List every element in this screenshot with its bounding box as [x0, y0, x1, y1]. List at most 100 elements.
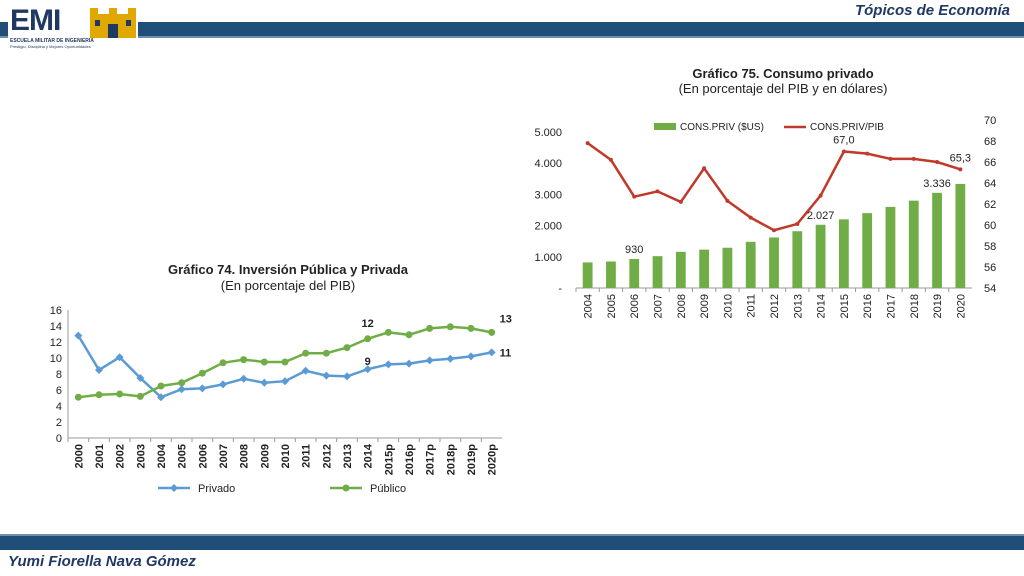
y-tick-label: 2	[56, 417, 62, 429]
data-point	[748, 215, 753, 220]
data-point	[240, 356, 248, 364]
chart75-title: Gráfico 75. Consumo privado	[692, 66, 874, 81]
data-point	[467, 324, 475, 332]
x-tick-label: 2016p	[404, 444, 416, 475]
data-label: 67,0	[833, 135, 854, 147]
data-point	[655, 189, 660, 194]
bar	[769, 237, 779, 288]
x-tick-label: 2005	[606, 294, 618, 318]
x-tick-label: 2011	[746, 294, 758, 318]
logo-subtitle: ESCUELA MILITAR DE INGENIERIA	[10, 38, 94, 44]
x-tick-label: 2003	[135, 444, 147, 468]
x-tick-label: 2004	[583, 294, 595, 318]
x-tick-label: 2000	[73, 444, 85, 468]
y-tick-label: 12	[50, 337, 62, 349]
y-left-tick-label: 1.000	[534, 252, 562, 264]
x-tick-label: 2015p	[383, 444, 395, 475]
x-tick-label: 2007	[218, 444, 230, 468]
x-tick-label: 2013	[792, 294, 804, 318]
x-tick-label: 2019p	[466, 444, 478, 475]
data-point	[136, 374, 145, 382]
data-point	[157, 382, 165, 390]
castle-icon	[90, 8, 136, 38]
data-point	[446, 323, 454, 331]
series-line-cons-priv-pib	[586, 142, 961, 232]
data-point	[935, 160, 940, 164]
y-left-tick-label: 4.000	[534, 158, 562, 170]
x-tick-label: 2017	[885, 294, 897, 318]
data-label: 9	[365, 356, 371, 368]
bar	[629, 258, 640, 288]
data-point	[219, 359, 227, 367]
data-point	[219, 380, 227, 389]
data-point	[322, 371, 331, 380]
data-point	[384, 328, 392, 336]
y-right-tick-label: 62	[984, 199, 996, 211]
y-left-tick-label: 3.000	[534, 189, 562, 201]
bar	[652, 256, 663, 288]
data-point	[136, 392, 144, 400]
y-right-tick-label: 54	[984, 283, 996, 295]
data-point	[239, 374, 248, 383]
data-point	[608, 157, 613, 162]
x-tick-label: 2020	[955, 294, 967, 318]
data-label: 3.336	[923, 178, 951, 190]
x-tick-label: 2004	[156, 443, 168, 468]
x-tick-label: 2001	[94, 444, 106, 468]
y-tick-label: 14	[50, 321, 62, 333]
chart74-subtitle: (En porcentaje del PIB)	[220, 278, 356, 293]
x-tick-label: 2007	[653, 294, 665, 318]
y-tick-label: 10	[50, 353, 62, 365]
y-right-tick-label: 64	[984, 178, 996, 190]
x-tick-label: 2016	[862, 294, 874, 318]
author-name: Yumi Fiorella Nava Gómez	[8, 553, 196, 570]
data-point	[177, 385, 186, 394]
data-point	[405, 359, 413, 368]
bar	[838, 219, 849, 288]
data-label: 12	[362, 318, 374, 330]
data-point	[911, 156, 916, 161]
x-tick-label: 2010	[722, 294, 734, 318]
data-point	[405, 331, 413, 339]
data-point	[487, 348, 496, 357]
legend-marker-bars	[654, 123, 676, 130]
y-tick-label: 6	[56, 385, 62, 397]
bar	[792, 231, 803, 288]
data-point	[198, 369, 206, 377]
x-tick-label: 2020p	[487, 444, 499, 475]
legend-label: CONS.PRIV/PIB	[810, 122, 884, 133]
emi-logo: EMI ESCUELA MILITAR DE INGENIERIA Presti…	[8, 4, 138, 50]
data-point	[772, 228, 776, 233]
data-point	[488, 328, 496, 336]
chart74-title: Gráfico 74. Inversión Pública y Privada	[168, 262, 408, 277]
y-right-tick-label: 60	[984, 220, 996, 232]
data-point	[157, 393, 165, 402]
data-point	[888, 156, 893, 161]
data-label: 11	[500, 347, 512, 359]
topic-title: Tópicos de Economía	[854, 2, 1010, 19]
logo-tagline: Prestigio, Disciplina y Mejores Oportuni…	[10, 44, 91, 49]
data-point	[632, 194, 637, 199]
logo-text: EMI	[10, 4, 61, 37]
data-point	[260, 378, 269, 387]
x-tick-label: 2006	[197, 444, 209, 468]
x-tick-label: 2006	[629, 294, 641, 318]
data-point	[841, 149, 846, 154]
x-tick-label: 2002	[115, 444, 127, 468]
y-right-tick-label: 66	[984, 157, 996, 169]
data-point	[364, 335, 372, 343]
data-point	[426, 324, 434, 332]
data-point	[260, 358, 268, 366]
bar	[815, 224, 826, 288]
data-point	[702, 166, 707, 171]
y-tick-label: 16	[50, 305, 62, 317]
y-left-tick-label: -	[558, 283, 562, 295]
bar	[722, 247, 733, 288]
data-label: 930	[625, 244, 643, 256]
data-point	[322, 349, 330, 357]
bar	[955, 183, 966, 288]
x-tick-label: 2014	[363, 443, 375, 468]
data-point	[446, 354, 455, 363]
x-tick-label: 2017p	[425, 444, 437, 475]
y-tick-label: 0	[56, 433, 62, 445]
